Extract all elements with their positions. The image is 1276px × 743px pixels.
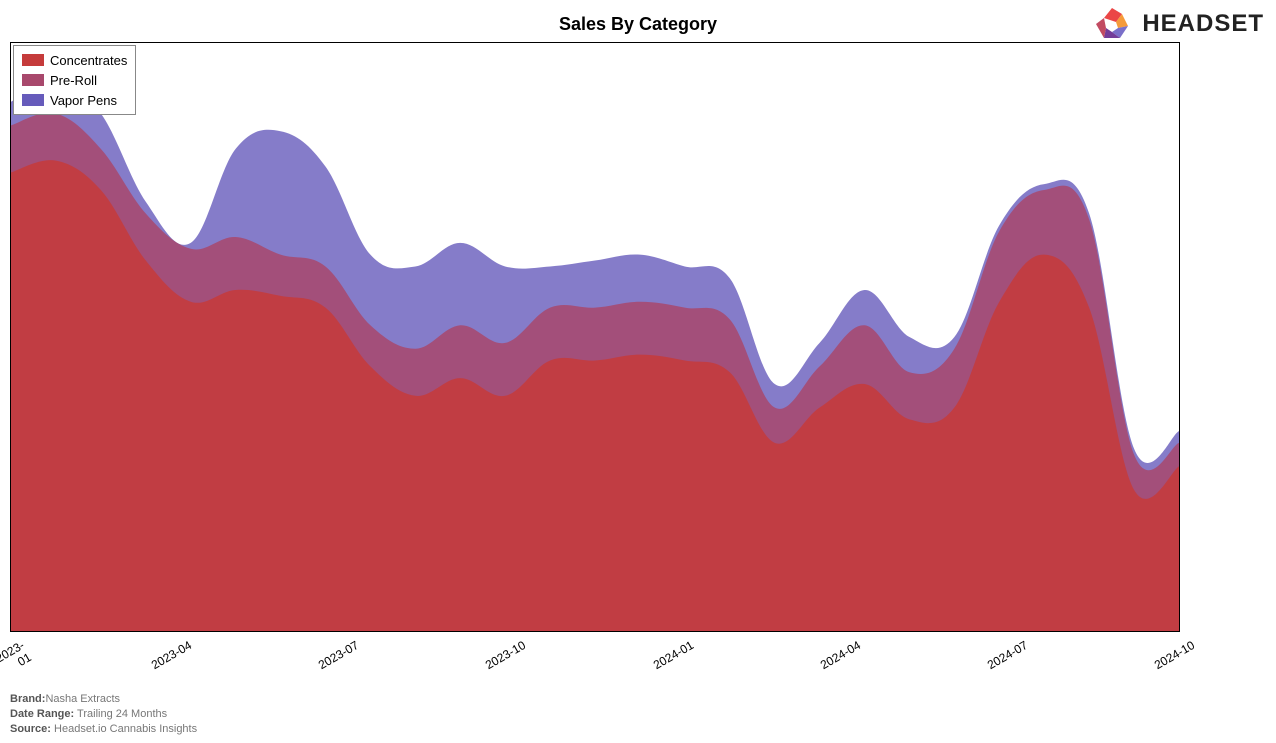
meta-brand: Brand:Nasha Extracts: [10, 692, 197, 707]
x-tick-label: 2024-04: [818, 638, 863, 672]
meta-date-range-label: Date Range:: [10, 708, 74, 720]
area-chart-svg: [11, 43, 1179, 631]
meta-source: Source: Headset.io Cannabis Insights: [10, 722, 197, 737]
legend-swatch-preroll: [22, 74, 44, 86]
x-tick-label: 2023-01: [0, 638, 34, 678]
chart-metadata: Brand:Nasha Extracts Date Range: Trailin…: [10, 692, 197, 737]
meta-source-label: Source:: [10, 723, 51, 735]
legend-swatch-vapor: [22, 94, 44, 106]
brand-logo-text: HEADSET: [1142, 10, 1264, 38]
x-tick-label: 2024-01: [650, 638, 695, 672]
x-axis: 2023-012023-042023-072023-102024-012024-…: [10, 630, 1200, 690]
legend-label: Vapor Pens: [50, 93, 117, 108]
x-tick-label: 2023-07: [316, 638, 361, 672]
plot-area: Concentrates Pre-Roll Vapor Pens: [10, 42, 1180, 632]
x-tick-label: 2024-10: [1152, 638, 1197, 672]
legend-swatch-concentrates: [22, 54, 44, 66]
meta-brand-label: Brand:: [10, 693, 45, 705]
meta-date-range-value: Trailing 24 Months: [74, 708, 167, 720]
headset-logo-icon: [1092, 4, 1132, 44]
legend-label: Concentrates: [50, 53, 127, 68]
meta-source-value: Headset.io Cannabis Insights: [51, 723, 197, 735]
brand-logo: HEADSET: [1092, 4, 1264, 44]
chart-container: Sales By Category HEADSET Concentrates P…: [0, 0, 1276, 743]
legend-item: Concentrates: [22, 50, 127, 70]
x-tick-label: 2024-07: [985, 638, 1030, 672]
meta-date-range: Date Range: Trailing 24 Months: [10, 707, 197, 722]
x-tick-label: 2023-10: [483, 638, 528, 672]
chart-title: Sales By Category: [0, 14, 1276, 35]
meta-brand-value: Nasha Extracts: [45, 693, 120, 705]
legend-item: Pre-Roll: [22, 70, 127, 90]
legend: Concentrates Pre-Roll Vapor Pens: [13, 45, 136, 115]
legend-item: Vapor Pens: [22, 90, 127, 110]
legend-label: Pre-Roll: [50, 73, 97, 88]
x-tick-label: 2023-04: [149, 638, 194, 672]
